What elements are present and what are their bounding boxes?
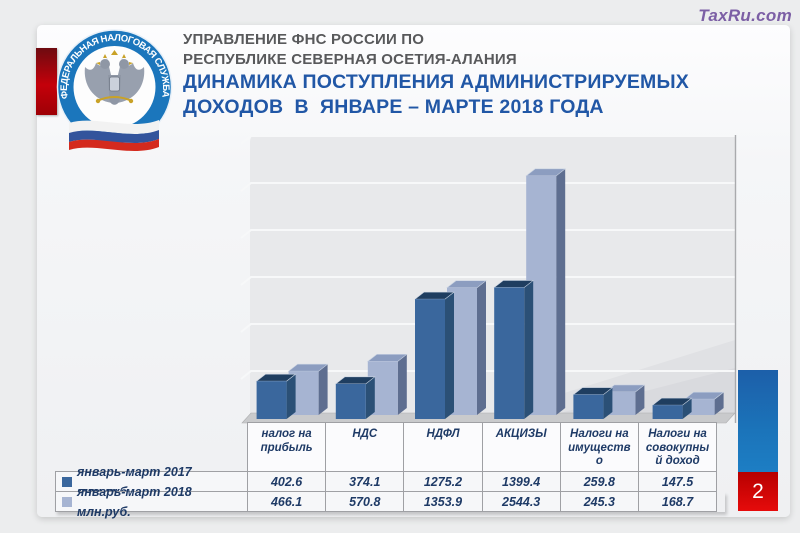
bar-3d — [255, 373, 297, 419]
chart-wall — [250, 135, 735, 414]
bar-3d — [493, 280, 535, 419]
bar-3d — [334, 376, 376, 419]
value-cell: 570.8 — [325, 491, 405, 512]
red-accent-bar — [36, 48, 57, 115]
side-blue-tab — [738, 370, 778, 472]
main-title-line-2: ДОХОДОВ В ЯНВАРЕ – МАРТЕ 2018 ГОДА — [183, 96, 604, 118]
taxru-watermark: TaxRu.com — [698, 6, 792, 25]
gridline — [240, 135, 735, 145]
gridline — [240, 323, 735, 333]
bar-3d — [683, 391, 725, 415]
value-cell: 466.1 — [247, 491, 327, 512]
category-header-cell: налог на прибыль — [247, 422, 327, 472]
value-cell: 402.6 — [247, 471, 327, 492]
gridline — [240, 276, 735, 286]
value-cell: 374.1 — [325, 471, 405, 492]
value-cell: 1275.2 — [403, 471, 483, 492]
value-cell: 168.7 — [637, 491, 718, 512]
category-header-cell: Налоги на совокупны й доход — [637, 422, 718, 472]
page-number: 2 — [752, 480, 764, 503]
gridline — [240, 229, 735, 239]
value-cell: 2544.3 — [481, 491, 561, 512]
legend-swatch — [62, 496, 72, 507]
category-header-cell: НДС — [325, 422, 405, 472]
value-cell: 147.5 — [637, 471, 718, 492]
legend-cell: январь-март 2018 млн.руб. — [55, 485, 248, 519]
title-block: УПРАВЛЕНИЕ ФНС РОССИИ ПО РЕСПУБЛИКЕ СЕВЕ… — [183, 30, 783, 120]
main-title-line-1: ДИНАМИКА ПОСТУПЛЕНИЯ АДМИНИСТРИРУЕМЫХ — [183, 71, 690, 93]
bar-3d — [287, 363, 329, 415]
value-cell: 1353.9 — [403, 491, 483, 512]
category-header-cell: НДФЛ — [403, 422, 483, 472]
category-header-cell: АКЦИЗЫ — [481, 422, 561, 472]
eagle-emblem-icon — [84, 50, 145, 105]
chart-data-table: налог на прибыль НДС НДФЛ АКЦИЗЫ Налоги на и… — [55, 422, 725, 519]
dept-line-1: УПРАВЛЕНИЕ ФНС РОССИИ ПО — [183, 31, 425, 48]
value-cell: 245.3 — [559, 491, 639, 512]
gridline — [240, 370, 735, 380]
value-cell: 259.8 — [559, 471, 639, 492]
dept-line-2: РЕСПУБЛИКЕ СЕВЕРНАЯ ОСЕТИЯ-АЛАНИЯ — [183, 51, 517, 68]
table-data-row: январь-март 2018 млн.руб. 466.1 570.8 1353.… — [55, 485, 725, 519]
gridline — [240, 182, 735, 192]
bar-3d — [572, 387, 614, 419]
legend-label: январь-март 2018 млн.руб. — [77, 484, 192, 519]
legend-swatch — [62, 476, 72, 487]
russian-flag-ribbon-icon — [69, 120, 159, 152]
bar-3d — [414, 291, 455, 419]
bar-3d — [651, 397, 693, 419]
table-header-row: налог на прибыль НДС НДФЛ АКЦИЗЫ Налоги на и… — [55, 422, 725, 472]
page-number-tab: 2 — [738, 472, 778, 511]
fns-logo: ФЕДЕРАЛЬНАЯ НАЛОГОВАЯ СЛУЖБА — [56, 29, 173, 152]
category-header-cell: Налоги на имуществ о — [559, 422, 639, 472]
value-cell: 1399.4 — [481, 471, 561, 492]
bar-3d — [604, 384, 646, 415]
